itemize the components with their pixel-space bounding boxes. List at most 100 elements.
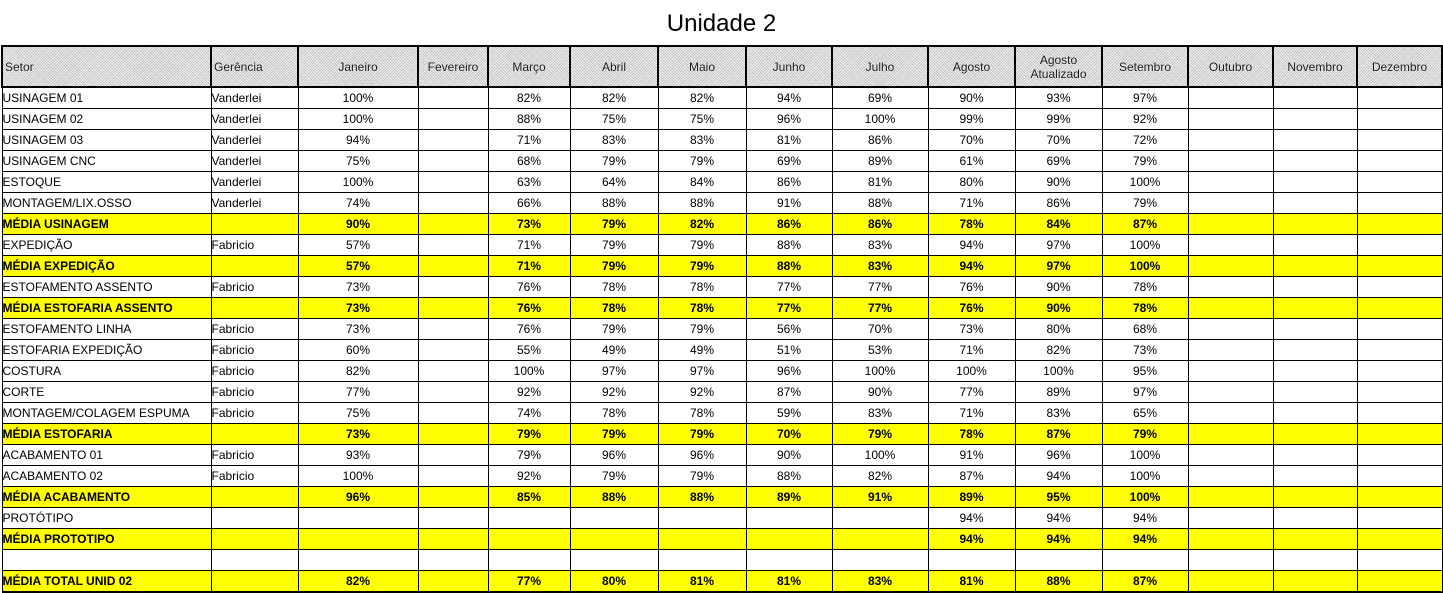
value-cell[interactable]: [1356, 570, 1443, 593]
value-cell[interactable]: [1187, 549, 1274, 571]
value-cell[interactable]: [1272, 381, 1358, 403]
value-cell[interactable]: 78%: [569, 276, 659, 298]
value-cell[interactable]: 69%: [1014, 150, 1103, 172]
value-cell[interactable]: 71%: [487, 255, 571, 277]
value-cell[interactable]: 94%: [927, 234, 1016, 256]
value-cell[interactable]: 84%: [1014, 213, 1103, 235]
value-cell[interactable]: 82%: [831, 465, 929, 487]
value-cell[interactable]: 99%: [927, 108, 1016, 130]
value-cell[interactable]: [1356, 150, 1443, 172]
value-cell[interactable]: 77%: [831, 297, 929, 319]
value-cell[interactable]: 79%: [569, 465, 659, 487]
setor-cell[interactable]: MÉDIA PROTOTIPO: [1, 528, 212, 550]
value-cell[interactable]: 61%: [927, 150, 1016, 172]
setor-cell[interactable]: MÉDIA ESTOFARIA ASSENTO: [1, 297, 212, 319]
value-cell[interactable]: 96%: [657, 444, 747, 466]
value-cell[interactable]: [1272, 297, 1358, 319]
value-cell[interactable]: [569, 528, 659, 550]
value-cell[interactable]: 77%: [831, 276, 929, 298]
value-cell[interactable]: 77%: [745, 297, 833, 319]
column-header[interactable]: Junho: [745, 45, 833, 88]
setor-cell[interactable]: PROTÓTIPO: [1, 507, 212, 529]
value-cell[interactable]: 69%: [745, 150, 833, 172]
value-cell[interactable]: 100%: [297, 465, 419, 487]
value-cell[interactable]: 96%: [1014, 444, 1103, 466]
value-cell[interactable]: 100%: [831, 108, 929, 130]
column-header[interactable]: Dezembro: [1356, 45, 1443, 88]
value-cell[interactable]: [417, 360, 489, 382]
value-cell[interactable]: 82%: [297, 570, 419, 593]
column-header[interactable]: Julho: [831, 45, 929, 88]
value-cell[interactable]: 71%: [927, 402, 1016, 424]
column-header[interactable]: Abril: [569, 45, 659, 88]
value-cell[interactable]: 90%: [1014, 276, 1103, 298]
value-cell[interactable]: 76%: [927, 276, 1016, 298]
value-cell[interactable]: 87%: [927, 465, 1016, 487]
gerencia-cell[interactable]: Fabricio: [210, 318, 299, 340]
value-cell[interactable]: [657, 528, 747, 550]
value-cell[interactable]: 91%: [745, 192, 833, 214]
value-cell[interactable]: [745, 507, 833, 529]
setor-cell[interactable]: ESTOFAMENTO ASSENTO: [1, 276, 212, 298]
value-cell[interactable]: [417, 213, 489, 235]
value-cell[interactable]: [1187, 129, 1274, 151]
value-cell[interactable]: 100%: [1101, 234, 1189, 256]
value-cell[interactable]: [417, 86, 489, 109]
value-cell[interactable]: 82%: [297, 360, 419, 382]
column-header[interactable]: Agosto: [927, 45, 1016, 88]
value-cell[interactable]: 79%: [657, 318, 747, 340]
value-cell[interactable]: [1356, 234, 1443, 256]
value-cell[interactable]: 100%: [1014, 360, 1103, 382]
value-cell[interactable]: [1272, 528, 1358, 550]
gerencia-cell[interactable]: Vanderlei: [210, 150, 299, 172]
value-cell[interactable]: 76%: [487, 318, 571, 340]
value-cell[interactable]: 73%: [297, 297, 419, 319]
value-cell[interactable]: 83%: [1014, 402, 1103, 424]
gerencia-cell[interactable]: Fabricio: [210, 339, 299, 361]
value-cell[interactable]: 84%: [657, 171, 747, 193]
value-cell[interactable]: [1356, 129, 1443, 151]
value-cell[interactable]: 71%: [927, 339, 1016, 361]
column-header[interactable]: Novembro: [1272, 45, 1358, 88]
value-cell[interactable]: 76%: [487, 297, 571, 319]
value-cell[interactable]: 96%: [745, 108, 833, 130]
value-cell[interactable]: 78%: [1101, 276, 1189, 298]
value-cell[interactable]: 49%: [569, 339, 659, 361]
value-cell[interactable]: 94%: [1101, 507, 1189, 529]
value-cell[interactable]: [831, 528, 929, 550]
value-cell[interactable]: [1356, 276, 1443, 298]
value-cell[interactable]: [1356, 360, 1443, 382]
value-cell[interactable]: 86%: [831, 129, 929, 151]
value-cell[interactable]: 90%: [831, 381, 929, 403]
value-cell[interactable]: [745, 549, 833, 571]
value-cell[interactable]: [1272, 507, 1358, 529]
value-cell[interactable]: 73%: [297, 318, 419, 340]
value-cell[interactable]: [927, 549, 1016, 571]
value-cell[interactable]: 79%: [1101, 150, 1189, 172]
value-cell[interactable]: [1272, 255, 1358, 277]
value-cell[interactable]: [1272, 570, 1358, 593]
value-cell[interactable]: 90%: [1014, 171, 1103, 193]
value-cell[interactable]: 79%: [657, 423, 747, 445]
value-cell[interactable]: 97%: [1014, 234, 1103, 256]
value-cell[interactable]: [1356, 528, 1443, 550]
setor-cell[interactable]: ESTOFARIA EXPEDIÇÃO: [1, 339, 212, 361]
value-cell[interactable]: 97%: [657, 360, 747, 382]
value-cell[interactable]: [1356, 86, 1443, 109]
value-cell[interactable]: 77%: [487, 570, 571, 593]
value-cell[interactable]: [1356, 339, 1443, 361]
value-cell[interactable]: 89%: [745, 486, 833, 508]
value-cell[interactable]: [1356, 444, 1443, 466]
value-cell[interactable]: 81%: [927, 570, 1016, 593]
value-cell[interactable]: [1272, 360, 1358, 382]
value-cell[interactable]: 92%: [569, 381, 659, 403]
value-cell[interactable]: 77%: [745, 276, 833, 298]
setor-cell[interactable]: ACABAMENTO 01: [1, 444, 212, 466]
gerencia-cell[interactable]: Fabricio: [210, 234, 299, 256]
value-cell[interactable]: 100%: [1101, 255, 1189, 277]
value-cell[interactable]: [417, 507, 489, 529]
value-cell[interactable]: [1272, 192, 1358, 214]
value-cell[interactable]: 99%: [1014, 108, 1103, 130]
setor-cell[interactable]: MÉDIA USINAGEM: [1, 213, 212, 235]
value-cell[interactable]: [417, 570, 489, 593]
